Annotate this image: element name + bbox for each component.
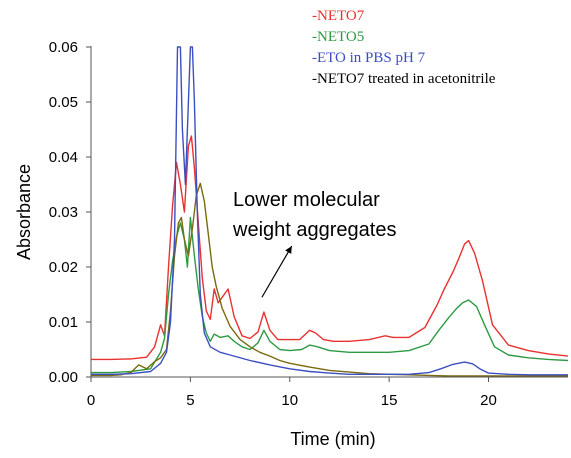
y-tick-label: 0.04 [49, 149, 78, 166]
annotation-line-2: weight aggregates [232, 219, 396, 241]
legend-entry-1: -NETO7 [312, 8, 365, 24]
legend: -NETO7 -NETO5 -ETO in PBS pH 7 -NETO7 treat… [312, 8, 496, 87]
legend-entry-4: -NETO7 treated in acetonitrile [312, 71, 496, 87]
y-tick-label: 0.02 [49, 259, 78, 276]
legend-entry-2: -NETO5 [312, 29, 364, 45]
axes [90, 46, 568, 378]
y-tick-label: 0.03 [49, 204, 78, 221]
x-tick-label: 5 [186, 392, 194, 409]
annotation: Lower molecular weight aggregates [232, 189, 396, 298]
y-tick-label: 0.00 [49, 369, 78, 386]
y-axis-title: Absorbance [14, 164, 34, 260]
annotation-line-1: Lower molecular [233, 189, 380, 211]
y-tick-label: 0.01 [49, 314, 78, 331]
x-tick-label: 15 [381, 392, 398, 409]
series-line-1 [91, 135, 568, 361]
x-tick-label: 10 [281, 392, 298, 409]
legend-entry-3: -ETO in PBS pH 7 [312, 50, 426, 66]
series-line-3 [91, 46, 568, 376]
x-axis-title: Time (min) [290, 429, 375, 449]
plot-area [91, 46, 568, 377]
y-tick-label: 0.06 [49, 39, 78, 56]
ticks: 0.00 0.01 0.02 0.03 0.04 0.05 0.06 0 5 10 15 20 [49, 39, 497, 409]
annotation-arrow-head [285, 246, 292, 254]
annotation-arrow-shaft [261, 245, 293, 298]
x-tick-label: 20 [480, 392, 497, 409]
y-tick-label: 0.05 [49, 94, 78, 111]
x-tick-label: 0 [87, 392, 95, 409]
